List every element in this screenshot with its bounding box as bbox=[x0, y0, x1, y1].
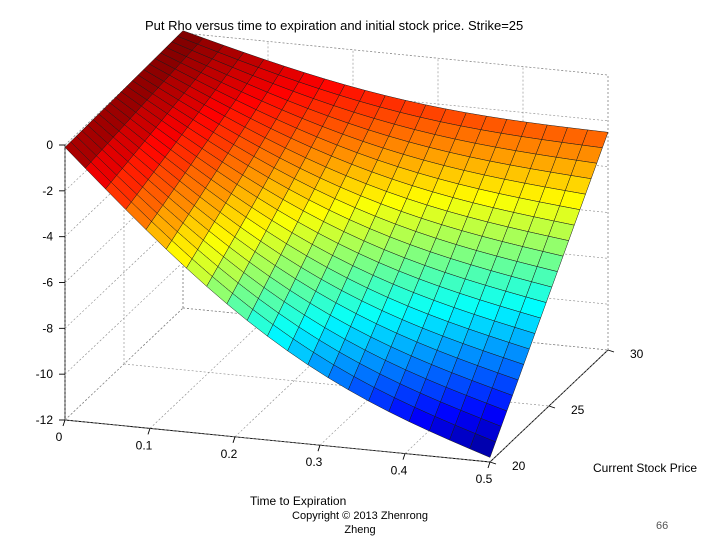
page-number: 66 bbox=[656, 520, 669, 532]
y-gridline-floor bbox=[64, 419, 491, 463]
y-tick-mark bbox=[548, 405, 556, 409]
copyright-line-2: Zheng bbox=[344, 524, 376, 536]
x-tick-label: 0.2 bbox=[221, 447, 238, 461]
z-gridline-left bbox=[64, 216, 184, 329]
z-tick-label: -8 bbox=[42, 321, 53, 335]
x-tick-mark bbox=[402, 453, 406, 460]
x-tick-mark bbox=[487, 461, 491, 469]
y-tick-label: 30 bbox=[630, 347, 644, 361]
y-tick-label: 20 bbox=[512, 459, 526, 473]
y-tick-mark bbox=[607, 349, 615, 353]
copyright-line-1: Copyright © 2013 Zhenrong bbox=[292, 510, 428, 522]
z-tick-label: -4 bbox=[42, 230, 53, 244]
x-tick-label: 0.1 bbox=[136, 438, 153, 452]
x-tick-mark bbox=[232, 436, 236, 443]
x-tick-label: 0.4 bbox=[391, 464, 408, 478]
copyright-notice: Copyright © 2013 Zhenrong Zheng bbox=[280, 509, 440, 537]
z-tick-label: -2 bbox=[42, 184, 53, 198]
x-tick-mark bbox=[62, 419, 66, 427]
z-gridline-back bbox=[182, 32, 609, 76]
x-axis-label: Time to Expiration bbox=[250, 494, 346, 508]
x-tick-label: 0.3 bbox=[306, 455, 323, 469]
z-tick-label: -10 bbox=[36, 367, 54, 381]
y-axis-label: Current Stock Price bbox=[593, 461, 697, 475]
y-tick-mark bbox=[489, 461, 497, 465]
x-tick-label: 0 bbox=[56, 430, 63, 444]
chart-title: Put Rho versus time to expiration and in… bbox=[145, 18, 523, 33]
x-tick-label: 0.5 bbox=[476, 472, 493, 486]
z-tick-label: -6 bbox=[42, 276, 53, 290]
surface-patch bbox=[469, 433, 496, 458]
y-gridline-floor bbox=[123, 363, 550, 407]
surface-mesh bbox=[64, 30, 609, 458]
y-tick-label: 25 bbox=[571, 403, 585, 417]
x-gridline-floor bbox=[234, 324, 354, 438]
z-tick-label: -12 bbox=[36, 413, 54, 427]
z-tick-label: 0 bbox=[46, 138, 53, 152]
x-tick-mark bbox=[147, 428, 151, 435]
x-tick-mark bbox=[317, 445, 321, 452]
